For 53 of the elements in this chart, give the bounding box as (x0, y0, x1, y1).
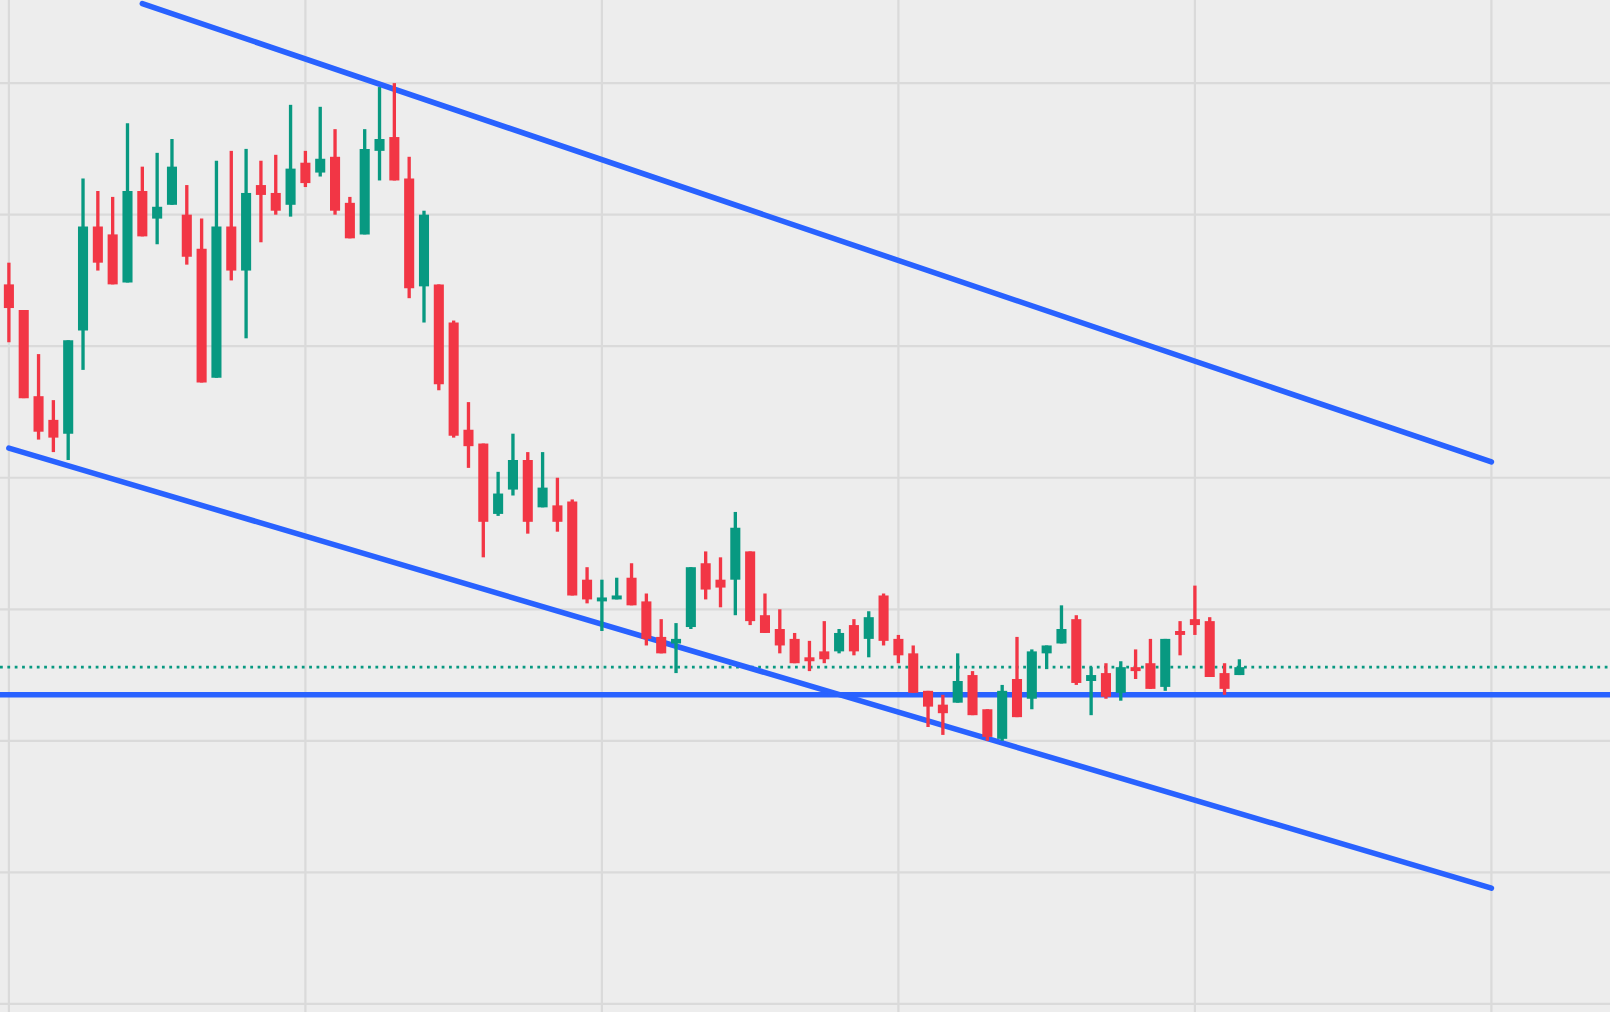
candlestick (1056, 603, 1067, 646)
candlestick (537, 450, 548, 510)
candlestick (374, 85, 385, 183)
candlestick (389, 81, 400, 183)
candlestick (1219, 661, 1230, 697)
candlestick (255, 159, 266, 244)
candlestick (819, 619, 830, 665)
candlestick (166, 137, 178, 207)
candlestick (300, 149, 311, 189)
candlestick (923, 689, 934, 729)
candlestick (344, 195, 355, 241)
candlestick (804, 639, 815, 673)
candlestick (834, 627, 845, 656)
candlestick (270, 153, 281, 217)
candlestick (1041, 643, 1052, 671)
candlestick (1189, 583, 1200, 637)
candlestick (152, 151, 163, 246)
candlestick (463, 400, 474, 470)
candlestick (700, 549, 711, 602)
candlestick (33, 352, 44, 442)
candlestick (863, 609, 874, 659)
candlestick (759, 591, 771, 635)
candlestick (315, 105, 326, 179)
candlestick (181, 183, 192, 267)
candlestick (878, 591, 889, 648)
candlestick (507, 432, 518, 498)
candlestick (48, 398, 59, 454)
candlestick (92, 189, 103, 273)
candlestick (285, 103, 296, 219)
candlestick (1145, 637, 1156, 691)
candlestick (937, 693, 948, 737)
candlestick (493, 470, 504, 518)
candlestick (552, 476, 563, 534)
candlestick (774, 607, 785, 656)
candlestick (226, 149, 237, 283)
candlestick (982, 707, 993, 743)
candlestick (967, 669, 978, 717)
candlestick (626, 561, 637, 608)
candlestick (848, 617, 859, 657)
candlestick (1100, 661, 1111, 701)
candlestick (641, 591, 652, 648)
candlestick (596, 578, 607, 633)
candlestick (908, 643, 919, 695)
candlestick (1130, 647, 1141, 681)
candlestick (893, 633, 904, 665)
candlestick (715, 555, 726, 609)
candlestick (137, 164, 148, 239)
candlestick (1011, 635, 1023, 719)
candlestick (656, 617, 667, 656)
candlestick (789, 631, 800, 665)
candlestick (1175, 619, 1186, 657)
candlestick (582, 565, 593, 606)
candlestick (3, 261, 14, 344)
